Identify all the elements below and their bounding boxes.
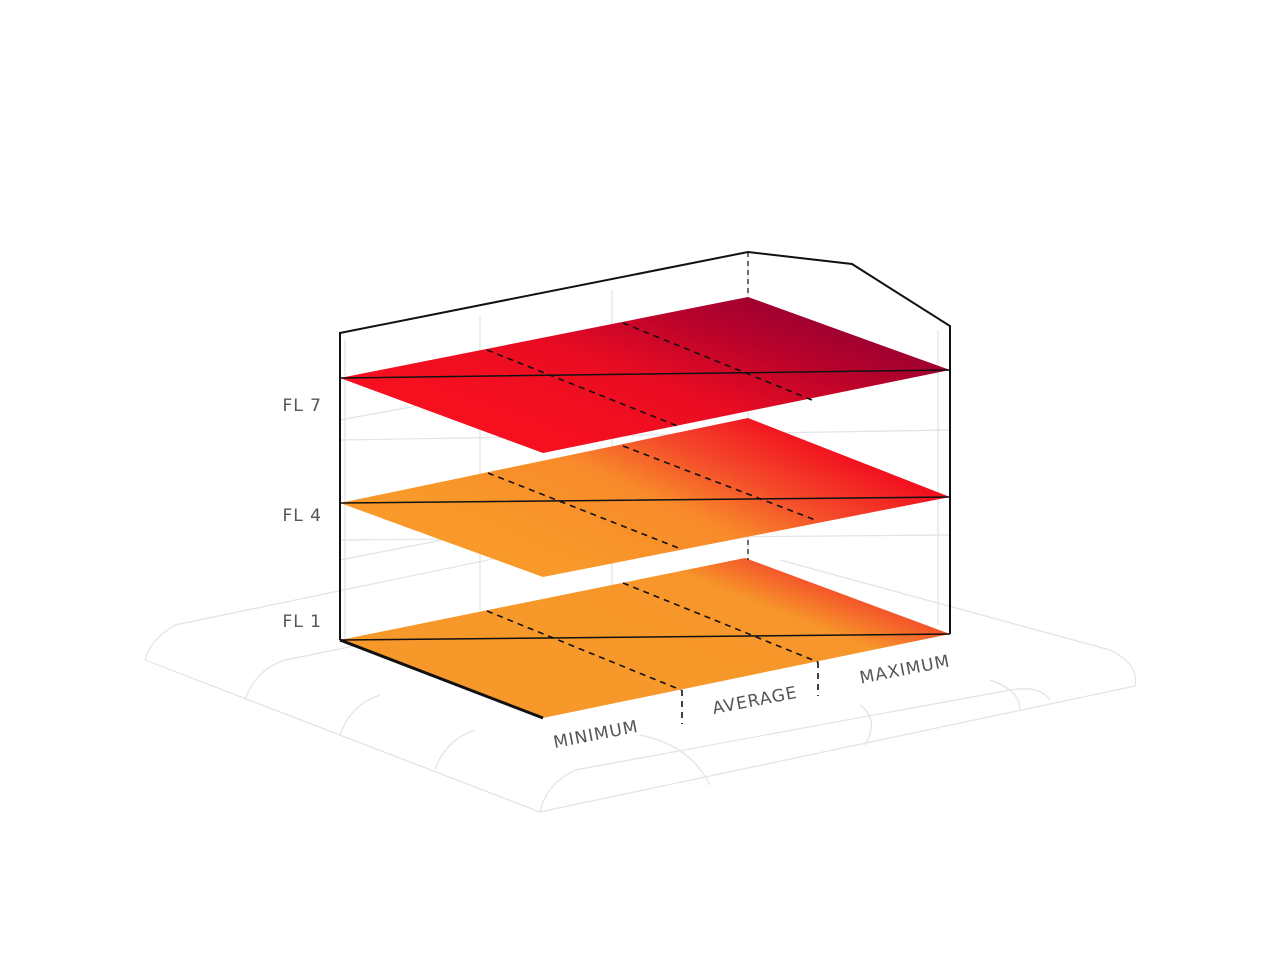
legend-tick xyxy=(681,662,819,724)
divider xyxy=(486,322,813,428)
floor-plate xyxy=(340,297,950,453)
divider xyxy=(486,582,819,691)
floor-label: FL 1 xyxy=(283,612,322,632)
floor-plate xyxy=(340,558,950,718)
floor-plate xyxy=(340,418,950,577)
divider xyxy=(487,445,819,550)
ground-grid xyxy=(144,544,1137,813)
legend-label: MAXIMUM xyxy=(858,651,952,688)
legend-label: AVERAGE xyxy=(711,683,800,719)
floor-label: FL 7 xyxy=(283,396,322,416)
floor-label: FL 4 xyxy=(283,506,322,526)
building-outline xyxy=(339,250,951,720)
legend-label: MINIMUM xyxy=(552,717,640,753)
